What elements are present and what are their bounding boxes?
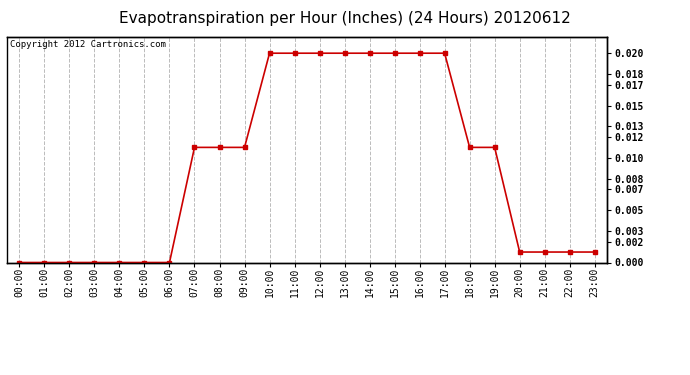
Text: Copyright 2012 Cartronics.com: Copyright 2012 Cartronics.com [10, 40, 166, 49]
Text: Evapotranspiration per Hour (Inches) (24 Hours) 20120612: Evapotranspiration per Hour (Inches) (24… [119, 11, 571, 26]
